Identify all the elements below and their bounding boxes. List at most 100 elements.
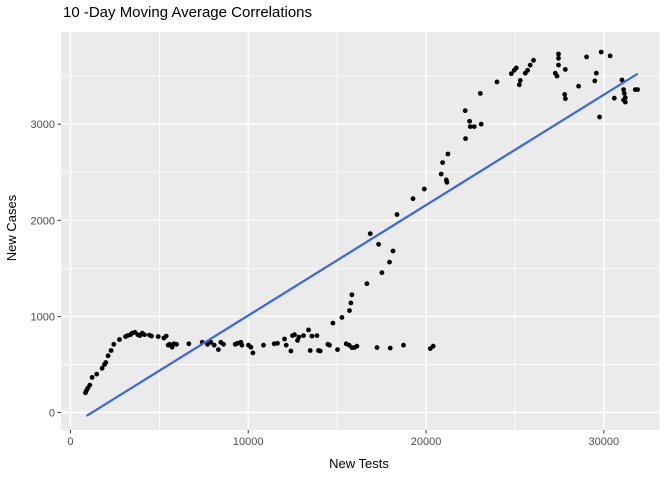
- data-point: [516, 82, 522, 88]
- data-point: [292, 332, 297, 338]
- data-point: [593, 70, 599, 76]
- data-point: [314, 333, 320, 338]
- data-point: [562, 92, 568, 97]
- data-point: [117, 337, 122, 342]
- data-point: [239, 342, 245, 348]
- data-point: [621, 87, 626, 92]
- data-point: [142, 332, 147, 338]
- data-point: [622, 99, 628, 105]
- data-point: [347, 308, 352, 313]
- data-point: [174, 341, 179, 347]
- y-tick-label: 2000: [31, 215, 55, 227]
- data-point: [462, 108, 468, 114]
- data-point: [211, 342, 217, 348]
- data-point: [477, 91, 483, 96]
- plot-panel: 0 10000 20000 30000 0 1000 2000 3000: [31, 32, 660, 448]
- data-point: [430, 343, 436, 349]
- data-point: [374, 345, 380, 350]
- data-point: [317, 348, 323, 354]
- data-point: [309, 333, 315, 339]
- data-point: [99, 365, 105, 371]
- data-point: [527, 62, 533, 68]
- data-point: [349, 292, 355, 298]
- data-point: [494, 79, 500, 85]
- data-point: [517, 78, 523, 83]
- y-axis-label: New Cases: [4, 194, 19, 261]
- x-tick-label: 20000: [411, 436, 442, 448]
- data-point: [186, 341, 192, 347]
- data-point: [301, 333, 306, 338]
- data-point: [621, 91, 627, 96]
- data-point: [554, 73, 560, 79]
- data-point: [111, 341, 117, 347]
- data-point: [335, 347, 340, 352]
- data-point: [467, 124, 473, 129]
- y-tick-label: 1000: [31, 311, 55, 323]
- data-point: [364, 281, 370, 287]
- data-point: [563, 96, 568, 102]
- data-point: [478, 121, 484, 127]
- data-point: [376, 241, 381, 247]
- data-point: [307, 348, 313, 353]
- y-tick-label: 0: [49, 408, 55, 420]
- data-point: [216, 347, 221, 352]
- data-point: [221, 341, 226, 347]
- data-point: [87, 382, 93, 388]
- data-point: [306, 327, 311, 333]
- data-point: [421, 186, 427, 192]
- data-point: [208, 339, 214, 345]
- data-point: [611, 95, 617, 101]
- x-tick-label: 0: [67, 436, 73, 448]
- data-point: [607, 53, 613, 59]
- data-point: [444, 179, 450, 185]
- data-point: [275, 340, 280, 346]
- data-point: [390, 248, 396, 254]
- y-tick-label: 3000: [31, 119, 55, 131]
- data-point: [149, 333, 154, 339]
- data-point: [438, 171, 444, 177]
- data-point: [283, 342, 289, 348]
- data-point: [89, 375, 95, 380]
- data-point: [103, 360, 109, 365]
- data-point: [348, 300, 354, 306]
- data-point: [387, 345, 393, 351]
- data-point: [463, 136, 468, 142]
- data-point: [598, 49, 604, 55]
- data-point: [508, 71, 514, 77]
- data-point: [410, 196, 416, 202]
- data-point: [248, 344, 254, 350]
- data-point: [556, 51, 561, 57]
- data-point: [597, 114, 602, 120]
- data-point: [619, 77, 625, 83]
- data-point: [445, 151, 451, 157]
- data-point: [513, 65, 519, 71]
- data-point: [525, 67, 530, 73]
- data-point: [394, 212, 400, 217]
- panel-background: [61, 32, 660, 430]
- data-point: [282, 336, 287, 342]
- data-point: [622, 95, 628, 101]
- data-point: [261, 342, 266, 348]
- x-axis-label: New Tests: [329, 456, 389, 471]
- data-point: [339, 315, 345, 320]
- data-point: [108, 348, 114, 353]
- data-point: [556, 55, 561, 61]
- data-point: [562, 67, 568, 72]
- x-tick-label: 10000: [233, 436, 264, 448]
- data-point: [635, 87, 640, 92]
- data-point: [584, 54, 589, 60]
- data-point: [379, 270, 385, 276]
- chart-title: 10 -Day Moving Average Correlations: [63, 4, 312, 21]
- data-point: [440, 160, 445, 166]
- data-point: [354, 343, 360, 349]
- data-point: [367, 231, 373, 237]
- data-point: [387, 259, 392, 265]
- data-point: [330, 320, 336, 326]
- data-point: [592, 78, 598, 84]
- data-point: [296, 334, 302, 340]
- data-point: [163, 333, 169, 339]
- data-point: [401, 342, 406, 348]
- data-point: [471, 124, 477, 129]
